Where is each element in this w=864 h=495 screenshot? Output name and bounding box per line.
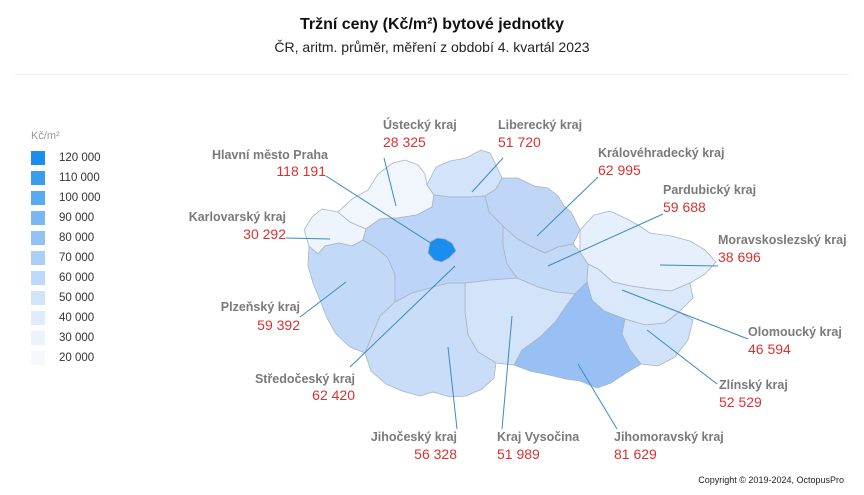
label-name-praha: Hlavní město Praha bbox=[212, 148, 329, 162]
legend-label: 110 000 bbox=[59, 172, 100, 184]
legend-swatch bbox=[31, 211, 45, 225]
label-value-jihomoravsky: 81 629 bbox=[614, 446, 657, 462]
label-name-olomoucky: Olomoucký kraj bbox=[748, 325, 842, 339]
legend-item: 50 000 bbox=[31, 288, 101, 308]
legend-swatch bbox=[31, 271, 45, 285]
leader-line-vysocina bbox=[501, 315, 513, 430]
label-value-ustecky: 28 325 bbox=[383, 134, 426, 150]
legend-swatch bbox=[31, 291, 45, 305]
leader-line-olomoucky bbox=[621, 289, 749, 340]
leader-line-stredocesky bbox=[349, 265, 456, 368]
leader-line-ustecky bbox=[383, 157, 397, 207]
legend-swatch bbox=[31, 331, 45, 345]
label-value-jihocesky: 56 328 bbox=[414, 446, 457, 462]
legend-swatch bbox=[31, 311, 45, 325]
legend-swatch bbox=[31, 191, 45, 205]
label-name-moravskoslezsky: Moravskoslezský kraj bbox=[718, 233, 847, 247]
legend-item: 20 000 bbox=[31, 348, 101, 368]
chart-subtitle: ČR, aritm. průměr, měření z období 4. kv… bbox=[274, 39, 590, 55]
legend-label: 20 000 bbox=[59, 352, 95, 364]
legend-swatch bbox=[31, 171, 45, 185]
header-divider bbox=[15, 74, 849, 75]
label-value-plzensky: 59 392 bbox=[257, 317, 300, 333]
legend-item: 70 000 bbox=[31, 248, 101, 268]
legend-swatch bbox=[31, 251, 45, 265]
legend-swatch bbox=[31, 231, 45, 245]
leader-line-jihomoravsky bbox=[577, 363, 618, 430]
label-name-kralovehradecky: Královéhradecký kraj bbox=[598, 146, 724, 160]
label-value-stredocesky: 62 420 bbox=[312, 387, 355, 403]
label-value-vysocina: 51 989 bbox=[497, 446, 540, 462]
label-value-pardubicky: 59 688 bbox=[663, 199, 706, 215]
label-value-praha: 118 191 bbox=[276, 163, 326, 179]
legend-swatch bbox=[31, 351, 45, 365]
region-praha[interactable] bbox=[427, 237, 457, 263]
legend-item: 120 000 bbox=[31, 148, 101, 168]
leader-line-plzensky bbox=[299, 281, 347, 318]
region-liberecky[interactable] bbox=[426, 149, 503, 198]
legend-item: 80 000 bbox=[31, 228, 101, 248]
leader-line-moravskoslezsky bbox=[659, 264, 719, 267]
label-value-karlovarsky: 30 292 bbox=[243, 226, 286, 242]
leader-line-zlinsky bbox=[646, 329, 718, 385]
label-name-pardubicky: Pardubický kraj bbox=[663, 183, 756, 197]
legend-label: 120 000 bbox=[59, 152, 101, 164]
legend-title: Kč/m² bbox=[31, 130, 60, 142]
chart-title: Tržní ceny (Kč/m²) bytové jednotky bbox=[299, 16, 565, 33]
legend-label: 100 000 bbox=[59, 192, 101, 204]
label-value-zlinsky: 52 529 bbox=[719, 394, 762, 410]
legend-item: 40 000 bbox=[31, 308, 101, 328]
label-value-kralovehradecky: 62 995 bbox=[598, 162, 641, 178]
leader-line-liberecky bbox=[471, 157, 504, 193]
label-name-zlinsky: Zlínský kraj bbox=[719, 378, 788, 392]
legend-item: 30 000 bbox=[31, 328, 101, 348]
region-plzensky[interactable] bbox=[307, 239, 396, 354]
legend-label: 30 000 bbox=[59, 332, 95, 344]
label-name-vysocina: Kraj Vysočina bbox=[497, 430, 580, 444]
legend-item: 60 000 bbox=[31, 268, 101, 288]
leader-line-pardubicky bbox=[547, 213, 664, 267]
label-name-stredocesky: Středočeský kraj bbox=[255, 372, 355, 386]
legend-label: 60 000 bbox=[59, 272, 95, 284]
legend-label: 90 000 bbox=[59, 212, 95, 224]
legend-label: 40 000 bbox=[59, 312, 95, 324]
color-legend: Kč/m² 120 000 110 000 100 000 90 000 80 000 7… bbox=[31, 130, 101, 368]
leader-line-jihocesky bbox=[447, 346, 458, 430]
copyright-text: Copyright © 2019-2024, OctopusPro bbox=[698, 475, 844, 485]
leader-line-karlovarsky bbox=[285, 237, 331, 240]
label-name-ustecky: Ústecký kraj bbox=[383, 117, 457, 132]
label-name-karlovarsky: Karlovarský kraj bbox=[189, 210, 286, 224]
label-name-jihomoravsky: Jihomoravský kraj bbox=[614, 430, 724, 444]
legend-item: 90 000 bbox=[31, 208, 101, 228]
label-value-olomoucky: 46 594 bbox=[748, 341, 791, 357]
leader-line-kralovehradecky bbox=[536, 176, 599, 237]
label-name-jihocesky: Jihočeský kraj bbox=[371, 430, 457, 444]
label-value-moravskoslezsky: 38 696 bbox=[718, 249, 761, 265]
legend-item: 110 000 bbox=[31, 168, 101, 188]
label-name-plzensky: Plzeňský kraj bbox=[221, 300, 300, 314]
leader-line-praha bbox=[325, 175, 441, 250]
legend-swatch bbox=[31, 151, 45, 165]
legend-item: 100 000 bbox=[31, 188, 101, 208]
label-value-liberecky: 51 720 bbox=[498, 134, 541, 150]
legend-label: 80 000 bbox=[59, 232, 95, 244]
legend-label: 50 000 bbox=[59, 292, 95, 304]
label-name-liberecky: Liberecký kraj bbox=[498, 118, 582, 132]
legend-label: 70 000 bbox=[59, 252, 95, 264]
